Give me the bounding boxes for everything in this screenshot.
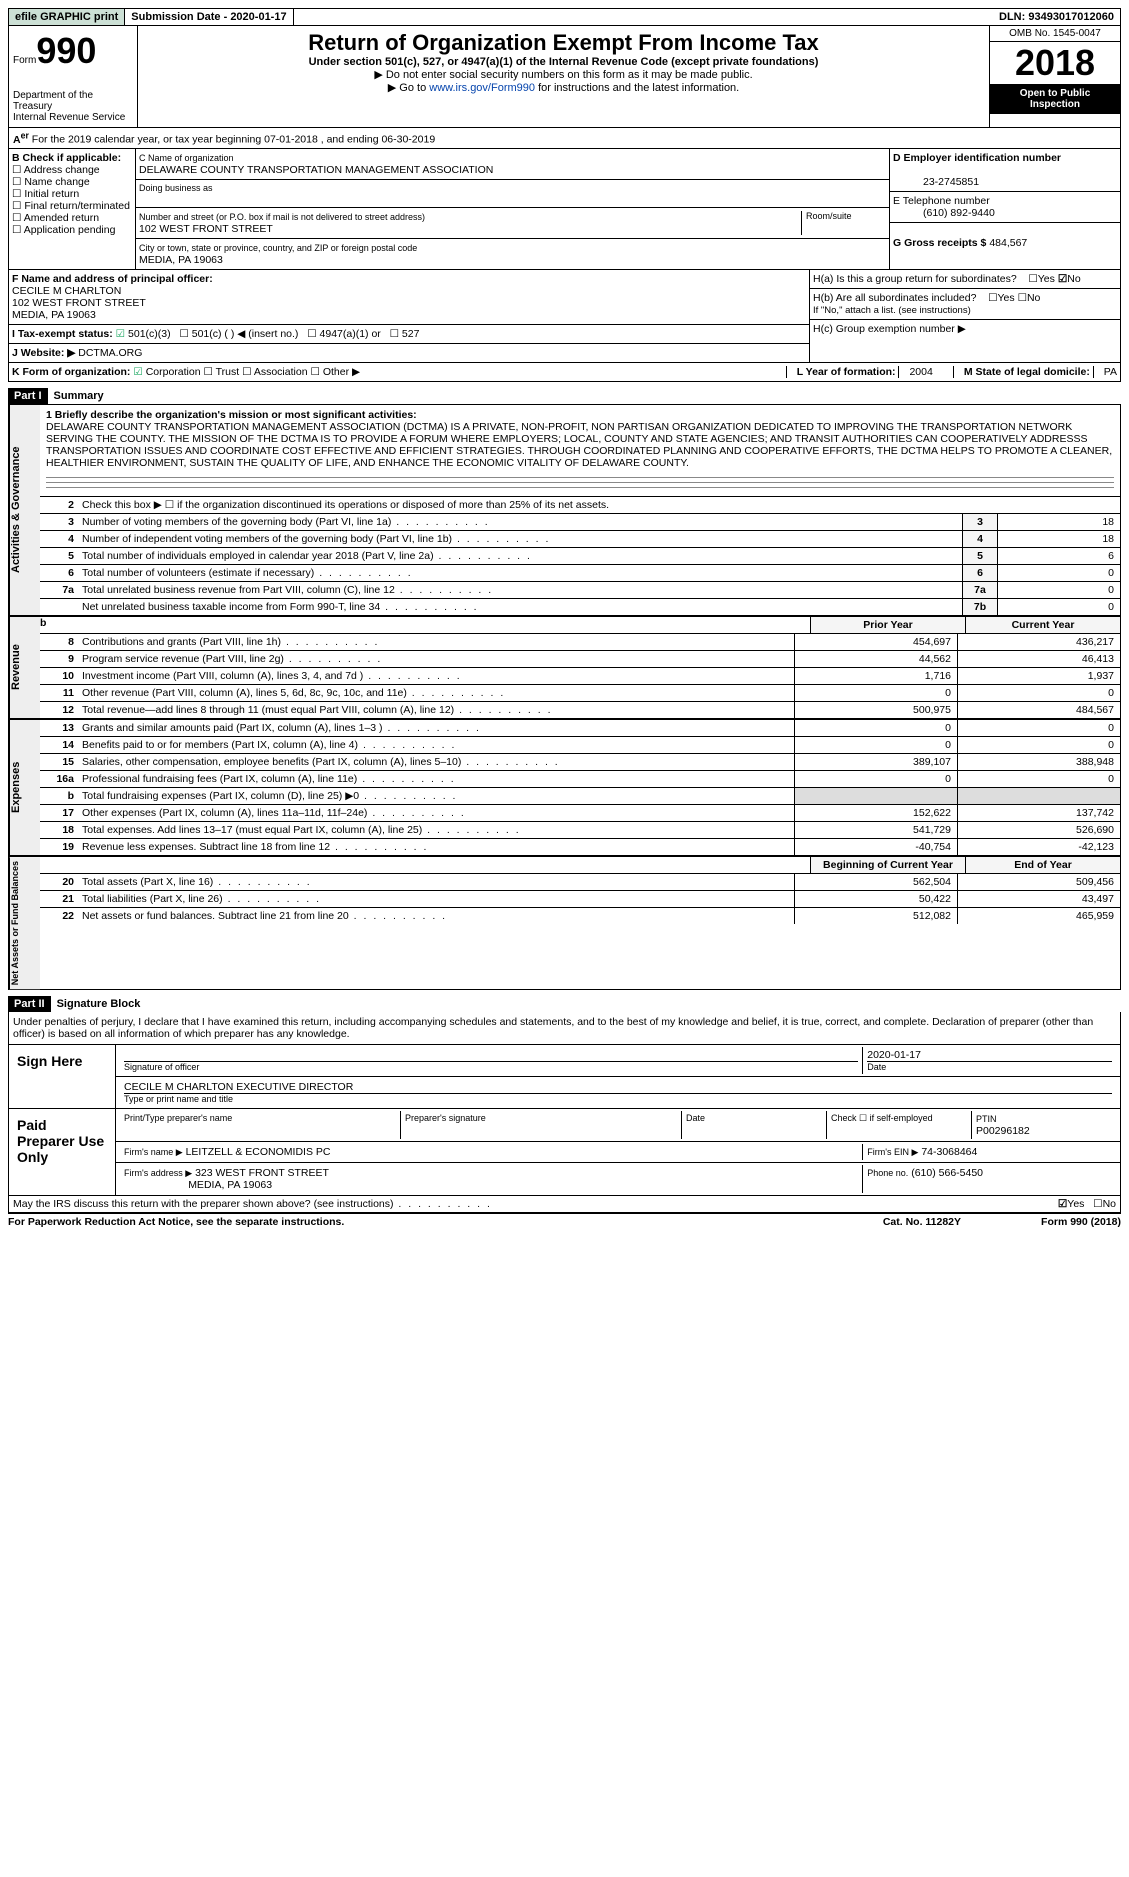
domicile: PA [1093, 366, 1117, 378]
summary-row: 21Total liabilities (Part X, line 26)50,… [40, 891, 1120, 908]
k-line: K Form of organization: Corporation Trus… [8, 363, 1121, 382]
dept-treasury: Department of the Treasury Internal Reve… [13, 90, 133, 123]
summary-row: 11Other revenue (Part VIII, column (A), … [40, 685, 1120, 702]
signature-block: Under penalties of perjury, I declare th… [8, 1012, 1121, 1213]
chk-trust[interactable]: Trust [203, 366, 239, 378]
form-title: Return of Organization Exempt From Incom… [142, 30, 985, 56]
tab-revenue: Revenue [9, 617, 40, 718]
efile-label: efile GRAPHIC print [9, 9, 125, 25]
top-bar: efile GRAPHIC print Submission Date - 20… [8, 8, 1121, 26]
tab-activities: Activities & Governance [9, 405, 40, 615]
summary-ag: Activities & Governance 1 Briefly descri… [8, 404, 1121, 616]
omb-number: OMB No. 1545-0047 [990, 26, 1120, 42]
chk-address[interactable]: Address change [12, 164, 100, 176]
mission: 1 Briefly describe the organization's mi… [40, 405, 1120, 497]
officer-name: CECILE M CHARLTON [12, 285, 121, 297]
page-footer: For Paperwork Reduction Act Notice, see … [8, 1213, 1121, 1230]
summary-row: 7aTotal unrelated business revenue from … [40, 582, 1120, 599]
form-subtitle: Under section 501(c), 527, or 4947(a)(1)… [142, 56, 985, 68]
phone: (610) 892-9440 [893, 207, 995, 219]
submission-date: Submission Date - 2020-01-17 [125, 9, 293, 25]
org-city: MEDIA, PA 19063 [139, 254, 223, 266]
chk-527[interactable]: 527 [390, 328, 420, 340]
open-inspection: Open to Public Inspection [990, 84, 1120, 114]
org-name: DELAWARE COUNTY TRANSPORTATION MANAGEMEN… [139, 164, 493, 176]
ein: 23-2745851 [893, 176, 979, 188]
year-formation: 2004 [898, 366, 932, 378]
chk-final[interactable]: Final return/terminated [12, 200, 130, 212]
ptin-val: P00296182 [976, 1125, 1030, 1137]
summary-expenses: Expenses 13Grants and similar amounts pa… [8, 719, 1121, 856]
chk-assoc[interactable]: Association [242, 366, 307, 378]
lower-block: F Name and address of principal officer:… [8, 270, 1121, 363]
firm-name: LEITZELL & ECONOMIDIS PC [186, 1146, 331, 1158]
section-d-e-g: D Employer identification number 23-2745… [890, 149, 1120, 269]
summary-row: 18Total expenses. Add lines 13–17 (must … [40, 822, 1120, 839]
summary-row: 17Other expenses (Part IX, column (A), l… [40, 805, 1120, 822]
perjury-declaration: Under penalties of perjury, I declare th… [9, 1012, 1120, 1045]
summary-row: 12Total revenue—add lines 8 through 11 (… [40, 702, 1120, 718]
org-street: 102 WEST FRONT STREET [139, 223, 273, 235]
summary-row: 6Total number of volunteers (estimate if… [40, 565, 1120, 582]
form-header: Form990 Department of the Treasury Inter… [8, 26, 1121, 128]
section-c: C Name of organization DELAWARE COUNTY T… [136, 149, 890, 269]
website: DCTMA.ORG [78, 347, 142, 359]
row-a-period: Aer For the 2019 calendar year, or tax y… [8, 128, 1121, 149]
chk-other[interactable]: Other ▶ [310, 366, 360, 378]
summary-netassets: Net Assets or Fund Balances Beginning of… [8, 856, 1121, 990]
summary-row: 3Number of voting members of the governi… [40, 514, 1120, 531]
summary-row: 8Contributions and grants (Part VIII, li… [40, 634, 1120, 651]
chk-name[interactable]: Name change [12, 176, 90, 188]
summary-row: 16aProfessional fundraising fees (Part I… [40, 771, 1120, 788]
summary-row: 22Net assets or fund balances. Subtract … [40, 908, 1120, 924]
firm-phone: (610) 566-5450 [911, 1167, 983, 1179]
dba: Doing business as [136, 180, 889, 208]
form-note-1: ▶ Do not enter social security numbers o… [142, 68, 985, 81]
tab-expenses: Expenses [9, 720, 40, 855]
gross-receipts: 484,567 [989, 237, 1027, 249]
summary-row: Net unrelated business taxable income fr… [40, 599, 1120, 615]
chk-501c3[interactable]: 501(c)(3) [116, 328, 171, 340]
chk-amended[interactable]: Amended return [12, 212, 99, 224]
summary-row: 15Salaries, other compensation, employee… [40, 754, 1120, 771]
chk-corp[interactable]: Corporation [133, 366, 200, 378]
summary-row: 20Total assets (Part X, line 16)562,5045… [40, 874, 1120, 891]
officer-typed: CECILE M CHARLTON EXECUTIVE DIRECTOR [124, 1081, 353, 1093]
summary-row: 10Investment income (Part VIII, column (… [40, 668, 1120, 685]
section-b: B Check if applicable: Address change Na… [9, 149, 136, 269]
summary-row: 9Program service revenue (Part VIII, lin… [40, 651, 1120, 668]
sig-date: 2020-01-17 [867, 1049, 921, 1061]
summary-row: bTotal fundraising expenses (Part IX, co… [40, 788, 1120, 805]
summary-row: 5Total number of individuals employed in… [40, 548, 1120, 565]
entity-block: B Check if applicable: Address change Na… [8, 149, 1121, 270]
tax-year: 2018 [990, 42, 1120, 84]
dln: DLN: 93493017012060 [993, 9, 1120, 25]
summary-revenue: Revenue bPrior YearCurrent Year 8Contrib… [8, 616, 1121, 719]
form-note-2: ▶ Go to www.irs.gov/Form990 for instruct… [142, 81, 985, 94]
paid-preparer-label: Paid Preparer Use Only [9, 1109, 116, 1195]
summary-row: 13Grants and similar amounts paid (Part … [40, 720, 1120, 737]
chk-4947[interactable]: 4947(a)(1) or [307, 328, 381, 340]
firm-addr: 323 WEST FRONT STREET [195, 1167, 329, 1179]
firm-ein: 74-3068464 [921, 1146, 977, 1158]
form-number: Form990 [13, 30, 133, 72]
part-ii-header: Part II [8, 996, 51, 1012]
chk-initial[interactable]: Initial return [12, 188, 79, 200]
chk-pending[interactable]: Application pending [12, 224, 115, 236]
chk-501c[interactable]: 501(c) ( ) ◀ (insert no.) [179, 328, 298, 340]
sign-here-label: Sign Here [9, 1045, 116, 1108]
summary-row: 14Benefits paid to or for members (Part … [40, 737, 1120, 754]
room-suite: Room/suite [801, 211, 886, 235]
summary-row: 4Number of independent voting members of… [40, 531, 1120, 548]
tab-netassets: Net Assets or Fund Balances [9, 857, 40, 989]
summary-row: 19Revenue less expenses. Subtract line 1… [40, 839, 1120, 855]
irs-link[interactable]: www.irs.gov/Form990 [429, 82, 535, 94]
part-i-header: Part I [8, 388, 48, 404]
